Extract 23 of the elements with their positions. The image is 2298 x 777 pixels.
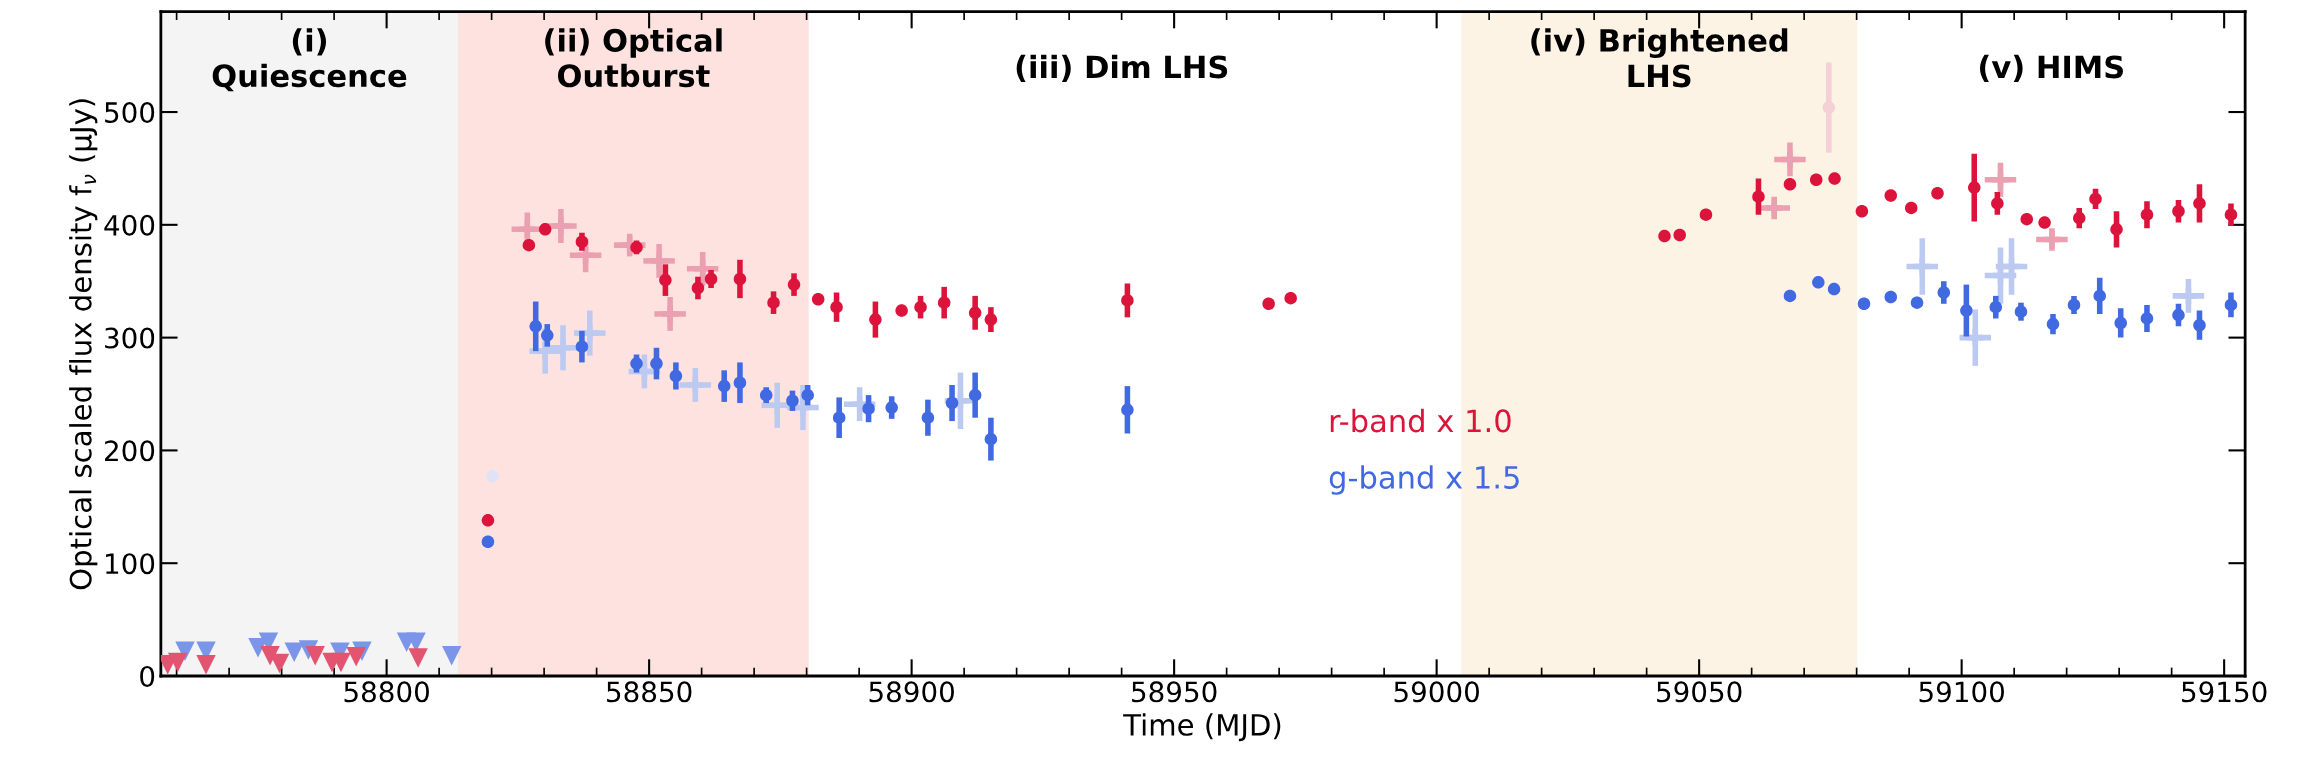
y-tick-label: 400 — [104, 214, 155, 236]
text: r-band x 1.0 — [1330, 408, 1511, 433]
y-tick-label: 200 — [105, 440, 155, 462]
text: g-band x 1.5 — [1329, 465, 1519, 495]
annotation: (v) HIMS — [1980, 54, 2123, 83]
x-tick-label: 59000 — [1394, 681, 1479, 703]
y-tick-label: 100 — [106, 553, 155, 575]
y-tick-label: 0 — [140, 665, 155, 687]
x-tick-label: 59050 — [1657, 681, 1742, 703]
band-label: (ii) Optical Outburst — [545, 28, 722, 88]
x-tick-label: 59100 — [1919, 681, 2004, 703]
x-axis-title: Time (MJD) — [1123, 713, 1281, 742]
x-tick-label: 58950 — [1132, 681, 1217, 703]
y-tick-label: 500 — [105, 101, 155, 123]
annotation: (iii) Dim LHS — [1016, 54, 1228, 83]
x-tick-label: 58900 — [869, 681, 954, 703]
x-tick-label: 59150 — [2182, 681, 2267, 703]
x-tick-label: 58850 — [607, 681, 692, 703]
x-tick-label: 58800 — [344, 681, 429, 703]
y-tick-label: 300 — [105, 327, 155, 349]
y-axis-title: Optical scaled flux density f$_{ν}$ (μJy) — [69, 99, 98, 590]
band-label: (iv) Brightened LHS — [1531, 28, 1788, 88]
band-label: (i) Quiescence — [212, 28, 407, 92]
